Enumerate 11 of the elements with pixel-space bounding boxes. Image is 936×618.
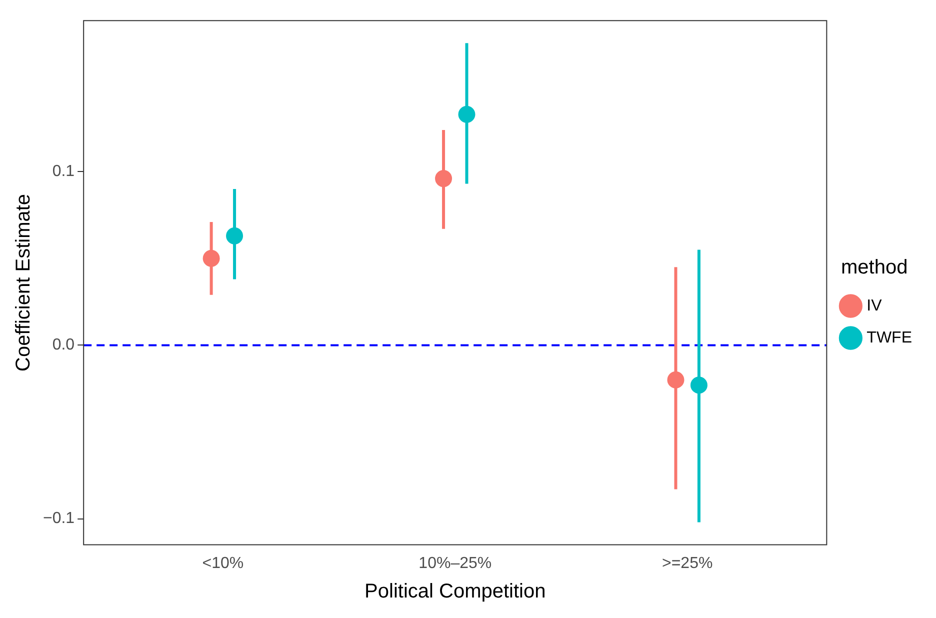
x-tick-label: >=25% [662, 554, 713, 572]
x-tick-label: 10%–25% [418, 554, 492, 572]
y-tick-label: 0.0 [52, 336, 75, 354]
legend-label: IV [866, 297, 882, 314]
legend-title: method [840, 256, 908, 279]
y-tick-label: 0.1 [52, 163, 75, 180]
y-axis-title: Coefficient Estimate [12, 194, 35, 372]
y-tick-label: −0.1 [42, 510, 75, 528]
x-tick-label: <10% [202, 554, 244, 572]
x-axis-title: Political Competition [364, 580, 546, 603]
legend-label: TWFE [866, 329, 912, 346]
